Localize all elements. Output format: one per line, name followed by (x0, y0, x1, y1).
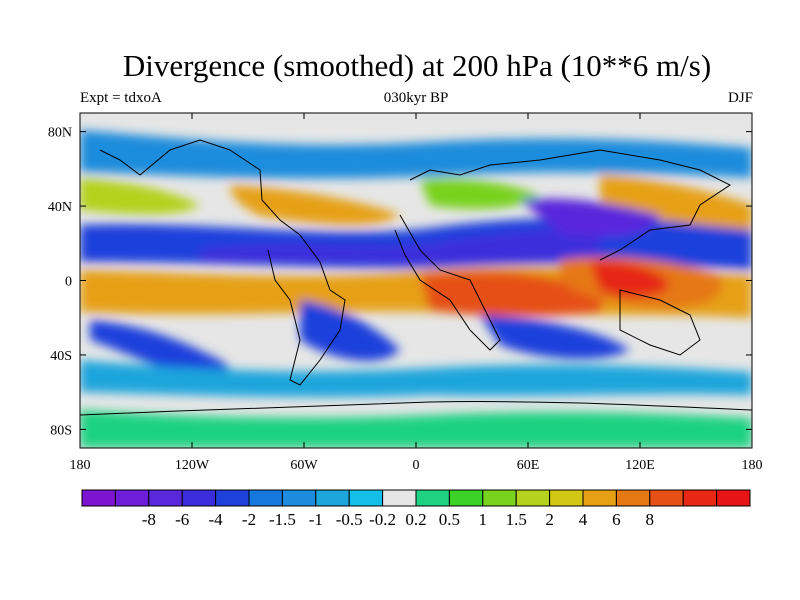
colorbar-box (281, 489, 317, 507)
x-tick-label: 0 (413, 458, 420, 473)
colorbar-label: 6 (612, 510, 621, 529)
colorbar-box (682, 489, 718, 507)
x-tick-label: 60W (290, 458, 318, 473)
x-axis: 180 120W 60W 0 60E 120E 180 (70, 113, 763, 473)
x-tick-label: 60E (517, 458, 540, 473)
x-tick-label: 120W (175, 458, 210, 473)
y-tick-label: 0 (65, 275, 72, 290)
colorbar-label: 1 (479, 510, 488, 529)
colorbar-box (114, 489, 150, 507)
map-title: Divergence (smoothed) at 200 hPa (10**6 … (122, 48, 712, 83)
colorbar-label: 0.2 (405, 510, 426, 529)
colorbar-box (382, 489, 417, 507)
divergence-field (80, 113, 752, 448)
x-tick-label: 120E (625, 458, 655, 473)
colorbar-label: -1.5 (269, 510, 296, 529)
colorbar-label: -2 (242, 510, 256, 529)
y-tick-label: 40S (50, 349, 72, 364)
colorbar-label: -8 (142, 510, 156, 529)
period-label: 030kyr BP (383, 90, 449, 106)
colorbar-box (415, 489, 450, 507)
x-tick-label: 180 (70, 458, 91, 473)
colorbar-label: -0.5 (336, 510, 363, 529)
colorbar-label: 8 (646, 510, 655, 529)
colorbar-box (549, 489, 584, 507)
experiment-label: Expt = tdxoA (80, 90, 162, 106)
y-tick-label: 80N (48, 126, 72, 141)
colorbar: -8 -6 -4 -2 -1.5 -1 -0.5 -0.2 0.2 0.5 1 1.5 2 4 6 8 (81, 489, 751, 529)
colorbar-label: -6 (175, 510, 189, 529)
colorbar-label: -1 (309, 510, 323, 529)
x-tick-label: 180 (742, 458, 763, 473)
colorbar-label: 2 (545, 510, 554, 529)
colorbar-box (81, 489, 116, 507)
colorbar-box (615, 489, 651, 507)
colorbar-box (515, 489, 551, 507)
colorbar-box (448, 489, 484, 507)
colorbar-box (716, 489, 751, 507)
colorbar-label: 1.5 (506, 510, 527, 529)
colorbar-box (215, 489, 250, 507)
colorbar-box (181, 489, 217, 507)
colorbar-label: -4 (209, 510, 224, 529)
coastlines (80, 139, 752, 416)
colorbar-box (649, 489, 684, 507)
y-axis: 80N 40N 0 40S 80S (48, 126, 752, 438)
y-tick-label: 80S (50, 423, 72, 438)
colorbar-label: 4 (579, 510, 588, 529)
colorbar-box (348, 489, 384, 507)
colorbar-box (582, 489, 617, 507)
y-tick-label: 40N (48, 200, 72, 215)
colorbar-label: 0.5 (439, 510, 460, 529)
colorbar-box (148, 489, 183, 507)
colorbar-label: -0.2 (369, 510, 396, 529)
colorbar-box (248, 489, 283, 507)
season-label: DJF (727, 90, 753, 106)
colorbar-box (315, 489, 350, 507)
colorbar-box (482, 489, 517, 507)
